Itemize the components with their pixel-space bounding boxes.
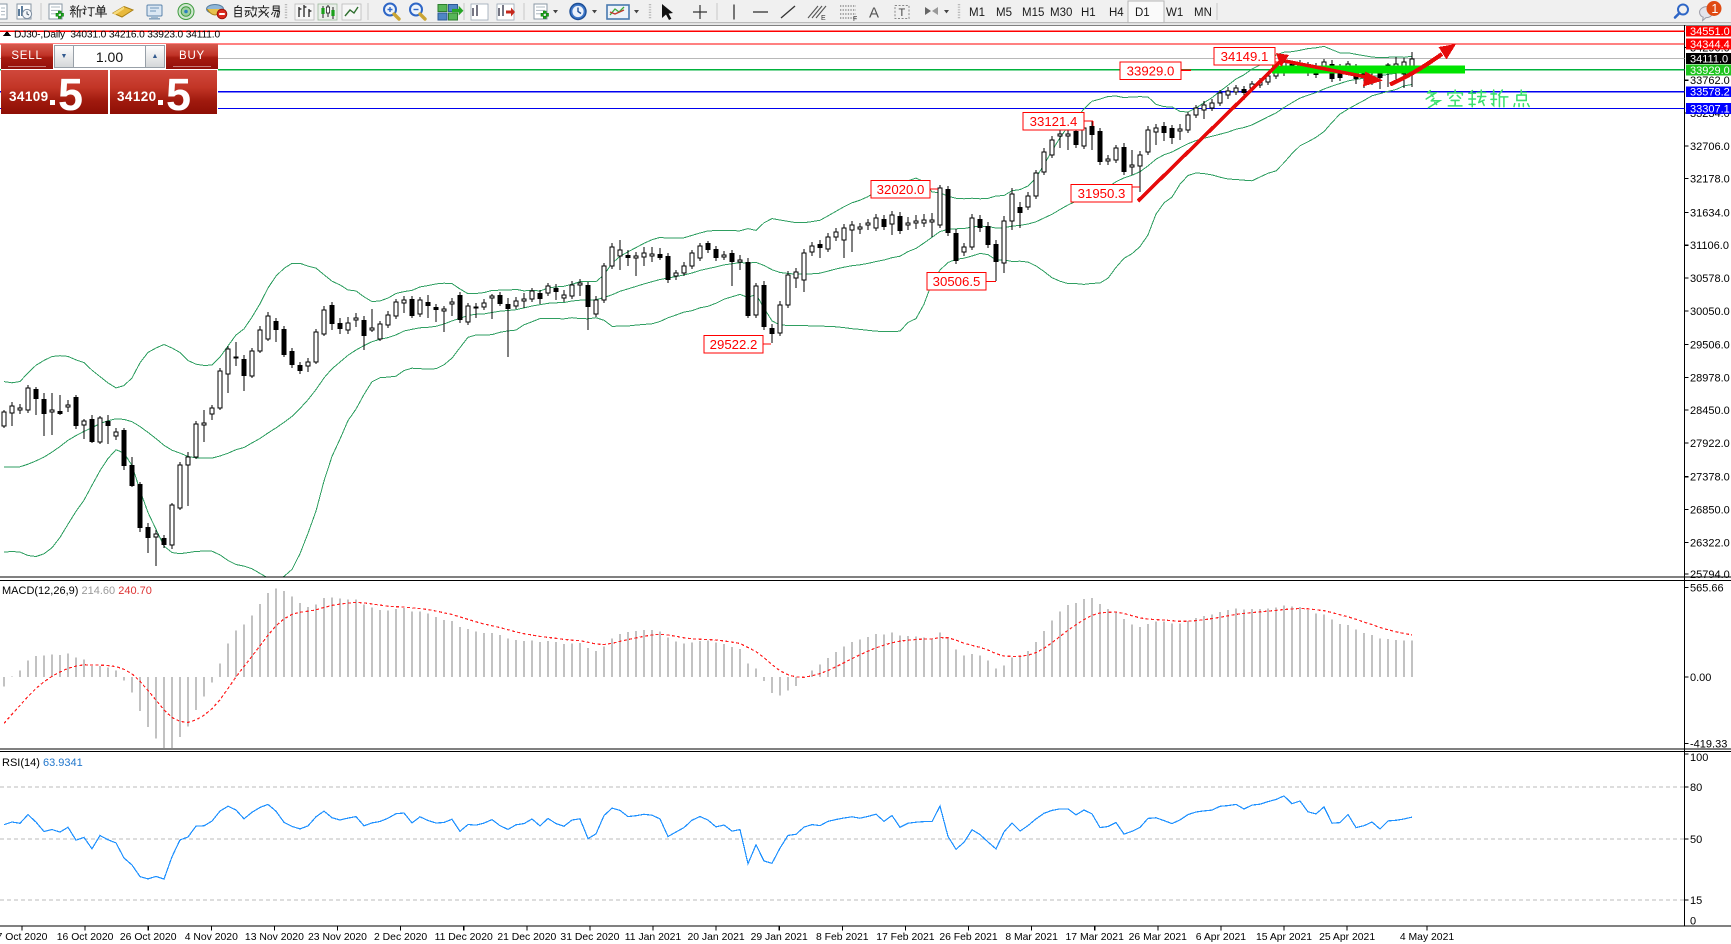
svg-text:25 Apr 2021: 25 Apr 2021	[1319, 932, 1375, 943]
svg-text:15: 15	[1690, 895, 1702, 907]
svg-text:33307.1: 33307.1	[1690, 104, 1730, 116]
svg-text:34551.0: 34551.0	[1690, 26, 1730, 38]
svg-text:33929.0: 33929.0	[1690, 65, 1730, 77]
svg-text:16 Oct 2020: 16 Oct 2020	[57, 932, 114, 943]
svg-text:29522.2: 29522.2	[710, 337, 758, 352]
svg-text:33929.0: 33929.0	[1127, 63, 1175, 78]
svg-text:31950.3: 31950.3	[1078, 186, 1126, 201]
svg-text:31 Dec 2020: 31 Dec 2020	[560, 932, 619, 943]
svg-text:20 Jan 2021: 20 Jan 2021	[687, 932, 744, 943]
svg-text:6 Apr 2021: 6 Apr 2021	[1196, 932, 1246, 943]
svg-text:30506.5: 30506.5	[933, 274, 981, 289]
svg-text:RSI(14) 63.9341: RSI(14) 63.9341	[2, 757, 83, 769]
svg-text:M5: M5	[996, 7, 1012, 19]
svg-text:26850.0: 26850.0	[1690, 505, 1730, 517]
svg-text:T: T	[899, 7, 906, 19]
svg-text:26 Mar 2021: 26 Mar 2021	[1129, 932, 1188, 943]
svg-text:28978.0: 28978.0	[1690, 372, 1730, 384]
svg-text:23 Nov 2020: 23 Nov 2020	[308, 932, 367, 943]
svg-text:7 Oct 2020: 7 Oct 2020	[0, 932, 48, 943]
svg-text:1: 1	[1711, 2, 1718, 16]
svg-text:F: F	[853, 16, 857, 23]
svg-text:34149.1: 34149.1	[1221, 49, 1269, 64]
svg-text:4 May 2021: 4 May 2021	[1400, 932, 1455, 943]
svg-text:8 Feb 2021: 8 Feb 2021	[816, 932, 869, 943]
svg-text:M15: M15	[1022, 7, 1044, 19]
svg-text:15 Apr 2021: 15 Apr 2021	[1256, 932, 1312, 943]
svg-text:80: 80	[1690, 782, 1702, 794]
svg-text:21 Dec 2020: 21 Dec 2020	[497, 932, 556, 943]
svg-text:8 Mar 2021: 8 Mar 2021	[1005, 932, 1058, 943]
svg-text:11 Jan 2021: 11 Jan 2021	[625, 932, 682, 943]
svg-text:30578.0: 30578.0	[1690, 273, 1730, 285]
svg-text:32020.0: 32020.0	[877, 182, 925, 197]
svg-text:MN: MN	[1194, 7, 1212, 19]
svg-text:25794.0: 25794.0	[1690, 569, 1730, 581]
svg-text:34344.4: 34344.4	[1690, 39, 1730, 51]
svg-text:0.00: 0.00	[1690, 672, 1711, 684]
svg-text:29 Jan 2021: 29 Jan 2021	[751, 932, 808, 943]
svg-text:M30: M30	[1050, 7, 1072, 19]
svg-text:H1: H1	[1081, 7, 1096, 19]
svg-text:17 Mar 2021: 17 Mar 2021	[1066, 932, 1125, 943]
svg-text:31106.0: 31106.0	[1690, 240, 1729, 252]
svg-text:28450.0: 28450.0	[1690, 405, 1730, 417]
svg-text:17 Feb 2021: 17 Feb 2021	[876, 932, 935, 943]
svg-text:DJ30-,Daily 34031.0 34216.0 3: DJ30-,Daily 34031.0 34216.0 33923.0 3411…	[14, 30, 220, 41]
svg-text:33762.0: 33762.0	[1690, 75, 1730, 87]
svg-text:27378.0: 27378.0	[1690, 472, 1730, 484]
svg-text:30050.0: 30050.0	[1690, 306, 1730, 318]
svg-text:33578.2: 33578.2	[1690, 87, 1730, 99]
svg-text:26 Feb 2021: 26 Feb 2021	[939, 932, 998, 943]
svg-text:26322.0: 26322.0	[1690, 537, 1730, 549]
svg-text:W1: W1	[1166, 7, 1183, 19]
svg-text:D1: D1	[1135, 7, 1150, 19]
svg-text:100: 100	[1690, 752, 1708, 764]
svg-text:MACD(12,26,9) 214.60 240.70: MACD(12,26,9) 214.60 240.70	[2, 585, 152, 597]
svg-text:29506.0: 29506.0	[1690, 340, 1730, 352]
svg-text:E: E	[821, 15, 826, 22]
svg-text:A: A	[869, 5, 879, 22]
svg-text:0: 0	[1690, 916, 1696, 928]
svg-text:32706.0: 32706.0	[1690, 141, 1730, 153]
svg-text:50: 50	[1690, 834, 1702, 846]
svg-text:26 Oct 2020: 26 Oct 2020	[120, 932, 177, 943]
svg-text:32178.0: 32178.0	[1690, 174, 1730, 186]
svg-text:33121.4: 33121.4	[1030, 114, 1078, 129]
svg-text:11 Dec 2020: 11 Dec 2020	[435, 932, 493, 943]
svg-text:34111.0: 34111.0	[1690, 54, 1728, 66]
svg-text:31634.0: 31634.0	[1690, 207, 1730, 219]
svg-text:13 Nov 2020: 13 Nov 2020	[245, 932, 304, 943]
svg-text:565.66: 565.66	[1690, 582, 1724, 594]
svg-text:M1: M1	[969, 7, 985, 19]
svg-text:2 Dec 2020: 2 Dec 2020	[374, 932, 427, 943]
svg-text:-419.33: -419.33	[1690, 738, 1727, 750]
svg-text:4 Nov 2020: 4 Nov 2020	[185, 932, 238, 943]
svg-text:27922.0: 27922.0	[1690, 438, 1730, 450]
svg-text:H4: H4	[1109, 7, 1124, 19]
